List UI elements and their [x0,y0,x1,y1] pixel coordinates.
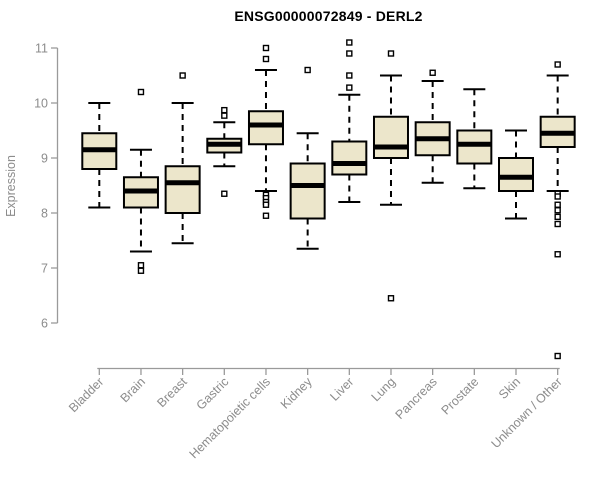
box-hematopoietic-cells [247,110,284,146]
x-tick-label-lung: Lung [369,375,399,405]
outlier-brain [137,267,145,274]
outlier-hematopoietic-cells [262,212,270,219]
outlier-liver [346,72,353,79]
outlier-brain [137,88,145,96]
outlier-unknown-other [554,352,561,360]
outlier-unknown-other [554,220,561,228]
y-tick-label: 6 [41,317,48,331]
box-lung [372,115,409,159]
box-breast [164,165,201,214]
x-tick-label-hematopoietic-cells: Hematopoietic cells [187,375,274,462]
outlier-unknown-other [554,201,561,208]
x-tick-label-unknown-other: Unknown / Other [489,375,565,451]
outlier-gastric [221,190,228,197]
outlier-breast [179,72,186,79]
outlier-unknown-other [554,207,561,214]
y-tick-label: 11 [35,42,48,56]
outlier-gastric [221,112,228,119]
outlier-hematopoietic-cells [262,44,270,52]
outlier-gastric [221,106,228,114]
x-tick-label-brain: Brain [118,375,149,406]
outlier-hematopoietic-cells [262,201,270,208]
outlier-pancreas [429,69,436,76]
y-tick-label: 10 [34,97,48,111]
outlier-unknown-other [554,193,561,200]
box-prostate [456,129,493,165]
y-axis-label: Expression [4,155,18,217]
x-tick-label-pancreas: Pancreas [393,375,440,422]
outlier-unknown-other [554,251,561,258]
outlier-unknown-other [554,213,561,221]
box-kidney [289,162,326,220]
box-skin [498,157,534,192]
x-tick-label-breast: Breast [154,374,190,410]
outlier-liver [346,84,353,91]
x-tick-label-liver: Liver [327,375,356,404]
outlier-liver [346,50,353,57]
x-tick-label-skin: Skin [496,375,523,402]
x-tick-label-prostate: Prostate [439,375,482,418]
chart-title: ENSG00000072849 - DERL2 [234,8,423,24]
outlier-unknown-other [554,61,561,68]
y-tick-label: 9 [41,152,48,166]
x-tick-label-bladder: Bladder [66,375,106,415]
x-tick-label-kidney: Kidney [278,374,315,411]
outlier-brain [137,262,145,269]
outlier-lung [387,295,395,302]
y-tick-label: 8 [41,207,48,221]
x-tick-label-gastric: Gastric [194,375,232,413]
box-liver [331,140,368,176]
outlier-kidney [304,66,311,74]
outlier-hematopoietic-cells [262,55,270,63]
y-tick-label: 7 [41,262,48,276]
outlier-lung [387,50,395,57]
outlier-liver [346,39,353,46]
